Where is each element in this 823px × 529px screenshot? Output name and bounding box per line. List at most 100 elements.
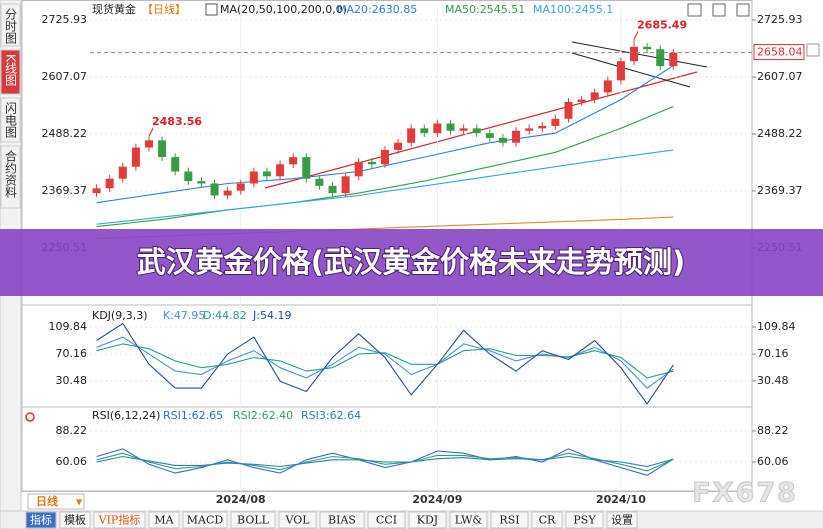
panel-title: RSI(6,12,24) bbox=[92, 409, 160, 422]
sidebar-tab-label[interactable]: K线图 bbox=[4, 54, 18, 86]
candle-body bbox=[498, 137, 507, 143]
settings-icon[interactable] bbox=[25, 412, 35, 422]
toolbar-tab[interactable] bbox=[230, 511, 276, 529]
candle-body bbox=[92, 188, 101, 194]
toolbar-tab[interactable] bbox=[278, 511, 317, 529]
y-tick-label: 88.22 bbox=[56, 424, 88, 437]
candle-body bbox=[131, 147, 140, 167]
sidebar-tab[interactable] bbox=[0, 3, 21, 47]
icon[interactable] bbox=[806, 43, 820, 57]
toolbar-tab[interactable] bbox=[531, 511, 563, 529]
toolbar-tab-label[interactable]: VIP指标 bbox=[98, 513, 141, 527]
toolbar-tab[interactable] bbox=[148, 511, 180, 529]
toolbar-tab-label[interactable]: 设置 bbox=[611, 514, 633, 527]
banner bbox=[0, 229, 823, 296]
candle-body bbox=[354, 161, 363, 177]
toolbar-tab-label[interactable]: KDJ bbox=[417, 514, 438, 527]
candle-body bbox=[643, 46, 652, 50]
dropdown-arrow[interactable]: ▼ bbox=[76, 498, 83, 507]
sidebar-tab-label[interactable]: 合约资料 bbox=[4, 149, 18, 198]
sidebar-tab[interactable] bbox=[0, 97, 21, 143]
toolbar-tab[interactable] bbox=[367, 511, 406, 529]
sidebar-tab-label[interactable]: 闪电图 bbox=[4, 102, 18, 138]
indicator-label: MA(20,50,100,200,0,0) bbox=[220, 3, 347, 16]
legend-entry: RSI1:62.65 bbox=[163, 409, 223, 422]
candle-body bbox=[262, 171, 271, 177]
toolbar-tab-label[interactable]: LW& bbox=[455, 514, 483, 527]
candle-body bbox=[590, 92, 599, 100]
candle-body bbox=[669, 52, 678, 67]
watermark: FX678 bbox=[692, 478, 798, 509]
x-tick-label: 2024/08 bbox=[216, 493, 266, 506]
toolbar-tab[interactable] bbox=[565, 511, 604, 529]
y-tick-label-right: 2369.37 bbox=[757, 184, 803, 197]
candle-body bbox=[407, 128, 416, 143]
toolbar-tab[interactable] bbox=[449, 511, 488, 529]
sidebar-tab[interactable] bbox=[0, 49, 21, 95]
toolbar-tab[interactable] bbox=[490, 511, 529, 529]
toolbar-tab[interactable] bbox=[25, 511, 57, 529]
sidebar-tab-label[interactable]: 分时图 bbox=[4, 8, 18, 44]
y-tick-label-right: 2488.22 bbox=[757, 127, 803, 140]
toolbar-tab-label[interactable]: MA bbox=[154, 514, 174, 527]
icon[interactable] bbox=[736, 3, 750, 17]
period-label: 【日线】 bbox=[142, 2, 186, 16]
legend-entry: K:47.95 bbox=[163, 309, 205, 322]
last-price-box bbox=[753, 44, 805, 61]
series-line bbox=[96, 322, 674, 405]
toolbar-tab[interactable] bbox=[182, 511, 228, 529]
toolbar-tab-label[interactable]: RSI bbox=[499, 514, 519, 527]
toolbar-tab[interactable] bbox=[408, 511, 447, 529]
period-label[interactable]: 日线 bbox=[36, 494, 58, 508]
toolbar-tab-label[interactable]: BIAS bbox=[328, 514, 356, 527]
toolbar-tab-label[interactable]: CR bbox=[539, 514, 556, 527]
y-tick-label: 70.16 bbox=[56, 347, 88, 360]
candle-body bbox=[630, 46, 639, 62]
window-icons[interactable] bbox=[687, 3, 820, 57]
series-line bbox=[96, 149, 674, 225]
candle-body bbox=[538, 125, 547, 129]
high-annotation: 2483.56 bbox=[152, 115, 202, 128]
y-tick-label-right: 60.06 bbox=[757, 455, 789, 468]
y-tick-label: 2369.37 bbox=[42, 184, 88, 197]
y-tick-label: 2725.93 bbox=[42, 13, 88, 26]
period-select[interactable] bbox=[27, 493, 85, 510]
series-line bbox=[96, 65, 674, 204]
indicator-icon[interactable] bbox=[205, 3, 218, 16]
candle-body bbox=[184, 171, 193, 182]
chart-title: 现货黄金 bbox=[92, 2, 136, 16]
candle-body bbox=[315, 178, 324, 186]
toolbar-tab-label[interactable]: CCI bbox=[376, 514, 397, 527]
y-tick-label: 30.48 bbox=[56, 374, 88, 387]
icon[interactable] bbox=[712, 3, 726, 17]
icon[interactable] bbox=[687, 3, 702, 17]
y-tick-label: 109.84 bbox=[49, 320, 88, 333]
toolbar-tab[interactable] bbox=[606, 511, 638, 529]
banner-text: 武汉黄金价格(武汉黄金价格未来走势预测) bbox=[137, 245, 686, 279]
toolbar-tab[interactable] bbox=[59, 511, 91, 529]
toolbar-tab-label[interactable]: 指标 bbox=[30, 513, 52, 527]
y-tick-label-right: 30.48 bbox=[757, 374, 789, 387]
channel-line bbox=[571, 52, 691, 88]
trend-line bbox=[264, 71, 698, 189]
sidebar-tab[interactable] bbox=[0, 145, 21, 209]
candle-body bbox=[289, 157, 298, 165]
toolbar-tab-label[interactable]: 模板 bbox=[64, 513, 86, 527]
candle-body bbox=[118, 166, 127, 179]
candle-body bbox=[380, 149, 389, 165]
toolbar-tab-label[interactable]: VOL bbox=[284, 514, 310, 527]
toolbar-tab-label[interactable]: BOLL bbox=[237, 514, 270, 527]
toolbar-tab[interactable] bbox=[93, 511, 146, 529]
series-line bbox=[96, 455, 674, 468]
toolbar-tab-label[interactable]: MACD bbox=[187, 514, 224, 527]
candle-body bbox=[616, 61, 625, 81]
candle-body bbox=[144, 140, 153, 148]
legend-entry: RSI3:62.64 bbox=[301, 409, 361, 422]
y-tick-label-right: 70.16 bbox=[757, 347, 789, 360]
y-tick-label-right: 88.22 bbox=[757, 424, 789, 437]
toolbar-tab[interactable] bbox=[319, 511, 365, 529]
candle-body bbox=[446, 123, 455, 131]
toolbar-tab-label[interactable]: PSY bbox=[573, 514, 596, 527]
